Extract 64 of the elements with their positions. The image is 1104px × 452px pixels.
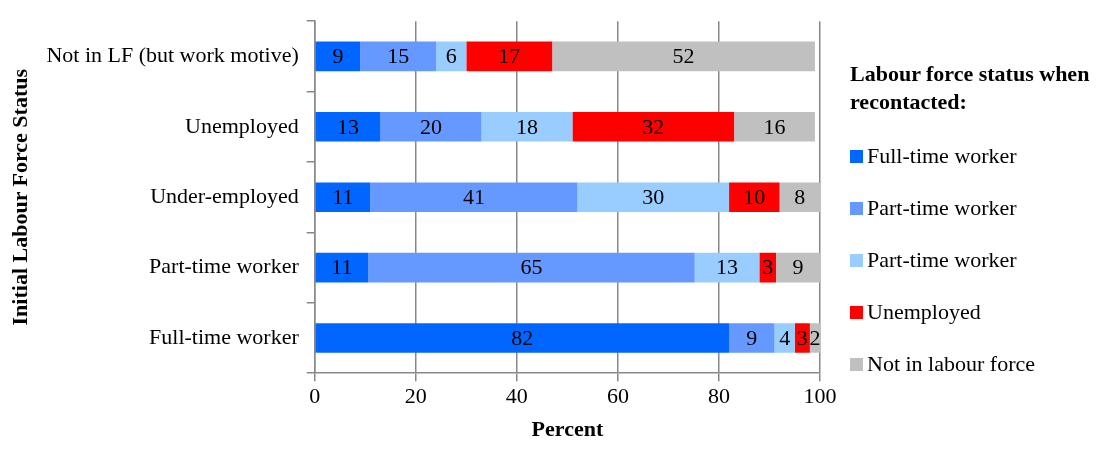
- bar: [315, 112, 381, 142]
- legend-label: Part-time worker: [867, 195, 1017, 221]
- y-tick-label: Full-time worker: [149, 323, 300, 349]
- data-label: 65: [520, 254, 543, 280]
- x-tick-label: 40: [505, 383, 528, 409]
- x-tick-label: 60: [606, 383, 629, 409]
- data-label: 9: [332, 43, 344, 69]
- x-tick-label: 80: [707, 383, 730, 409]
- data-label: 4: [779, 324, 791, 350]
- data-label: 82: [511, 324, 534, 350]
- data-label: 6: [445, 43, 457, 69]
- data-label: 17: [498, 43, 521, 69]
- data-label: 10: [743, 183, 766, 209]
- bar: [368, 252, 695, 283]
- data-label: 52: [672, 43, 695, 69]
- x-tick-label: 100: [803, 383, 837, 409]
- bar: [360, 41, 437, 72]
- legend-title: Labour force status when recontacted:: [850, 60, 1091, 116]
- data-label: 13: [716, 254, 739, 280]
- x-tick-label: 20: [404, 383, 427, 409]
- y-axis-title: Initial Labour Force Status: [6, 68, 32, 326]
- y-tick-label: Part-time worker: [149, 253, 300, 279]
- bar: [481, 112, 573, 142]
- bar: [370, 182, 578, 212]
- x-axis-title: Percent: [531, 416, 604, 442]
- data-label: 20: [419, 113, 442, 139]
- data-label: 3: [762, 254, 774, 280]
- y-tick-label: Unemployed: [185, 112, 299, 138]
- data-label: 16: [763, 113, 786, 139]
- legend-label: Not in labour force: [867, 351, 1035, 377]
- data-label: 15: [387, 43, 410, 69]
- bar: [572, 112, 735, 142]
- data-label: 13: [336, 113, 359, 139]
- legend-label: Unemployed: [867, 299, 981, 325]
- data-label: 41: [462, 183, 485, 209]
- bar: [466, 41, 553, 72]
- data-label: 18: [515, 113, 538, 139]
- data-label: 11: [331, 254, 353, 280]
- bar: [779, 182, 820, 212]
- data-label: 30: [642, 183, 665, 209]
- bar: [552, 41, 815, 72]
- bar: [734, 112, 815, 142]
- bar: [577, 182, 730, 212]
- data-label: 32: [642, 113, 665, 139]
- bar: [315, 182, 371, 212]
- bar: [694, 252, 760, 283]
- legend-label: Part-time worker: [867, 247, 1017, 273]
- bar: [729, 323, 775, 353]
- data-label: 9: [746, 324, 758, 350]
- y-tick-label: Under-employed: [150, 182, 299, 208]
- data-label: 3: [796, 324, 808, 350]
- bar: [729, 182, 780, 212]
- data-label: 2: [809, 324, 821, 350]
- legend-label: Full-time worker: [867, 143, 1017, 169]
- bar: [315, 41, 361, 72]
- data-label: 11: [332, 183, 354, 209]
- bar: [315, 252, 369, 283]
- bar: [380, 112, 482, 142]
- bar: [315, 323, 730, 353]
- x-tick-label: 0: [309, 383, 321, 409]
- data-label: 9: [792, 254, 804, 280]
- y-tick-label: Not in LF (but work motive): [46, 42, 299, 68]
- bar: [776, 252, 820, 283]
- data-label: 8: [794, 183, 806, 209]
